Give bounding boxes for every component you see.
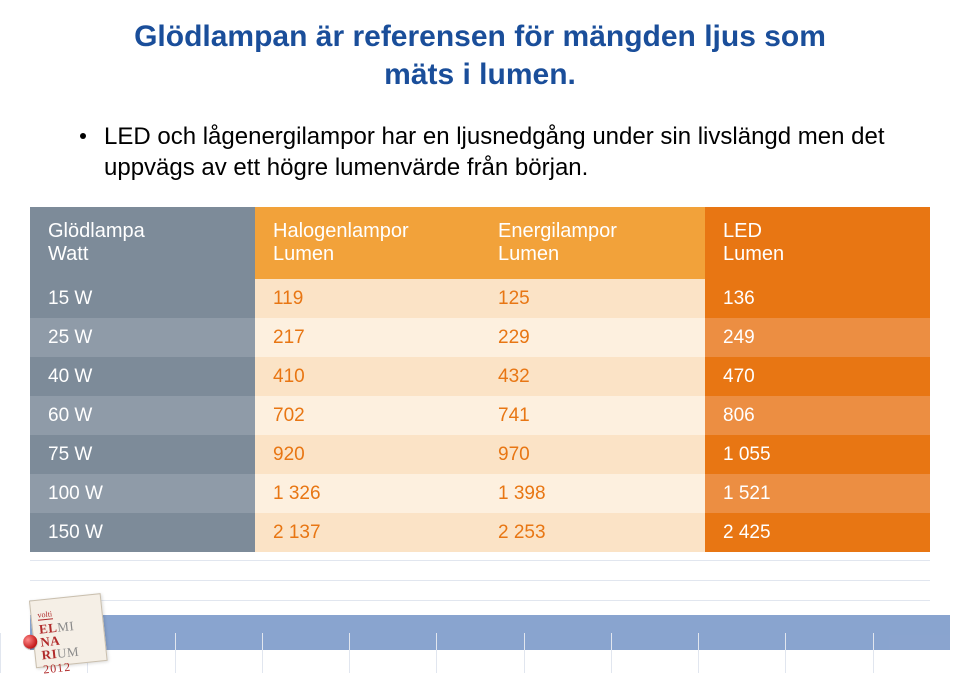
cell-energi: 741 [480, 396, 705, 435]
cell-halogen: 217 [255, 318, 480, 357]
table-row: 15 W119125136 [30, 279, 930, 318]
cell-halogen: 410 [255, 357, 480, 396]
header-sublabel: Watt [48, 243, 255, 266]
table-row: 40 W410432470 [30, 357, 930, 396]
event-logo: volti ELMI NA RIUM 2012 [22, 587, 107, 669]
cell-led: 1 055 [705, 435, 930, 474]
cell-energi: 432 [480, 357, 705, 396]
cell-halogen: 119 [255, 279, 480, 318]
cell-led: 2 425 [705, 513, 930, 552]
table-row: 100 W1 3261 3981 521 [30, 474, 930, 513]
cell-led: 806 [705, 396, 930, 435]
header-sublabel: Lumen [273, 243, 480, 266]
cell-led: 249 [705, 318, 930, 357]
cell-energi: 229 [480, 318, 705, 357]
title-line-2: mäts i lumen. [384, 58, 576, 91]
background-decoration [0, 540, 960, 681]
cell-watt: 15 W [30, 279, 255, 318]
header-label: LED [723, 220, 930, 243]
bullet-item: LED och lågenergilampor har en ljusnedgå… [80, 121, 900, 183]
header-label: Glödlampa [48, 220, 255, 243]
header-led: LED Lumen [705, 207, 930, 279]
table-row: 60 W702741806 [30, 396, 930, 435]
cell-energi: 125 [480, 279, 705, 318]
cell-watt: 60 W [30, 396, 255, 435]
logo-seg: UM [56, 644, 79, 661]
header-glodlampa: Glödlampa Watt [30, 207, 255, 279]
logo-top-text: volti [37, 609, 53, 620]
cell-energi: 1 398 [480, 474, 705, 513]
bg-blue-band [30, 615, 950, 650]
table-body: 15 W11912513625 W21722924940 W4104324706… [30, 279, 930, 552]
logo-card: volti ELMI NA RIUM 2012 [29, 593, 108, 668]
cell-halogen: 2 137 [255, 513, 480, 552]
cell-watt: 40 W [30, 357, 255, 396]
cell-energi: 2 253 [480, 513, 705, 552]
bg-gridlines [30, 540, 930, 660]
slide-title: Glödlampan är referensen för mängden lju… [0, 0, 960, 101]
cell-halogen: 702 [255, 396, 480, 435]
bullet-list: LED och lågenergilampor har en ljusnedgå… [0, 101, 960, 201]
table-header-row: Glödlampa Watt Halogenlampor Lumen Energ… [30, 207, 930, 279]
cell-halogen: 920 [255, 435, 480, 474]
cell-watt: 150 W [30, 513, 255, 552]
header-sublabel: Lumen [498, 243, 705, 266]
cell-halogen: 1 326 [255, 474, 480, 513]
header-halogen: Halogenlampor Lumen [255, 207, 480, 279]
title-line-1: Glödlampan är referensen för mängden lju… [134, 20, 826, 53]
cell-led: 136 [705, 279, 930, 318]
header-label: Halogenlampor [273, 220, 480, 243]
header-sublabel: Lumen [723, 243, 930, 266]
header-energi: Energilampor Lumen [480, 207, 705, 279]
bullet-text: LED och lågenergilampor har en ljusnedgå… [104, 121, 900, 183]
header-label: Energilampor [498, 220, 705, 243]
cell-watt: 75 W [30, 435, 255, 474]
cell-watt: 25 W [30, 318, 255, 357]
cell-led: 470 [705, 357, 930, 396]
bg-tick-marks [0, 633, 960, 673]
cell-led: 1 521 [705, 474, 930, 513]
bullet-dot-icon [80, 133, 86, 139]
cell-energi: 970 [480, 435, 705, 474]
table-row: 75 W9209701 055 [30, 435, 930, 474]
table-row: 150 W2 1372 2532 425 [30, 513, 930, 552]
lumen-table: Glödlampa Watt Halogenlampor Lumen Energ… [30, 207, 930, 552]
table-row: 25 W217229249 [30, 318, 930, 357]
cell-watt: 100 W [30, 474, 255, 513]
